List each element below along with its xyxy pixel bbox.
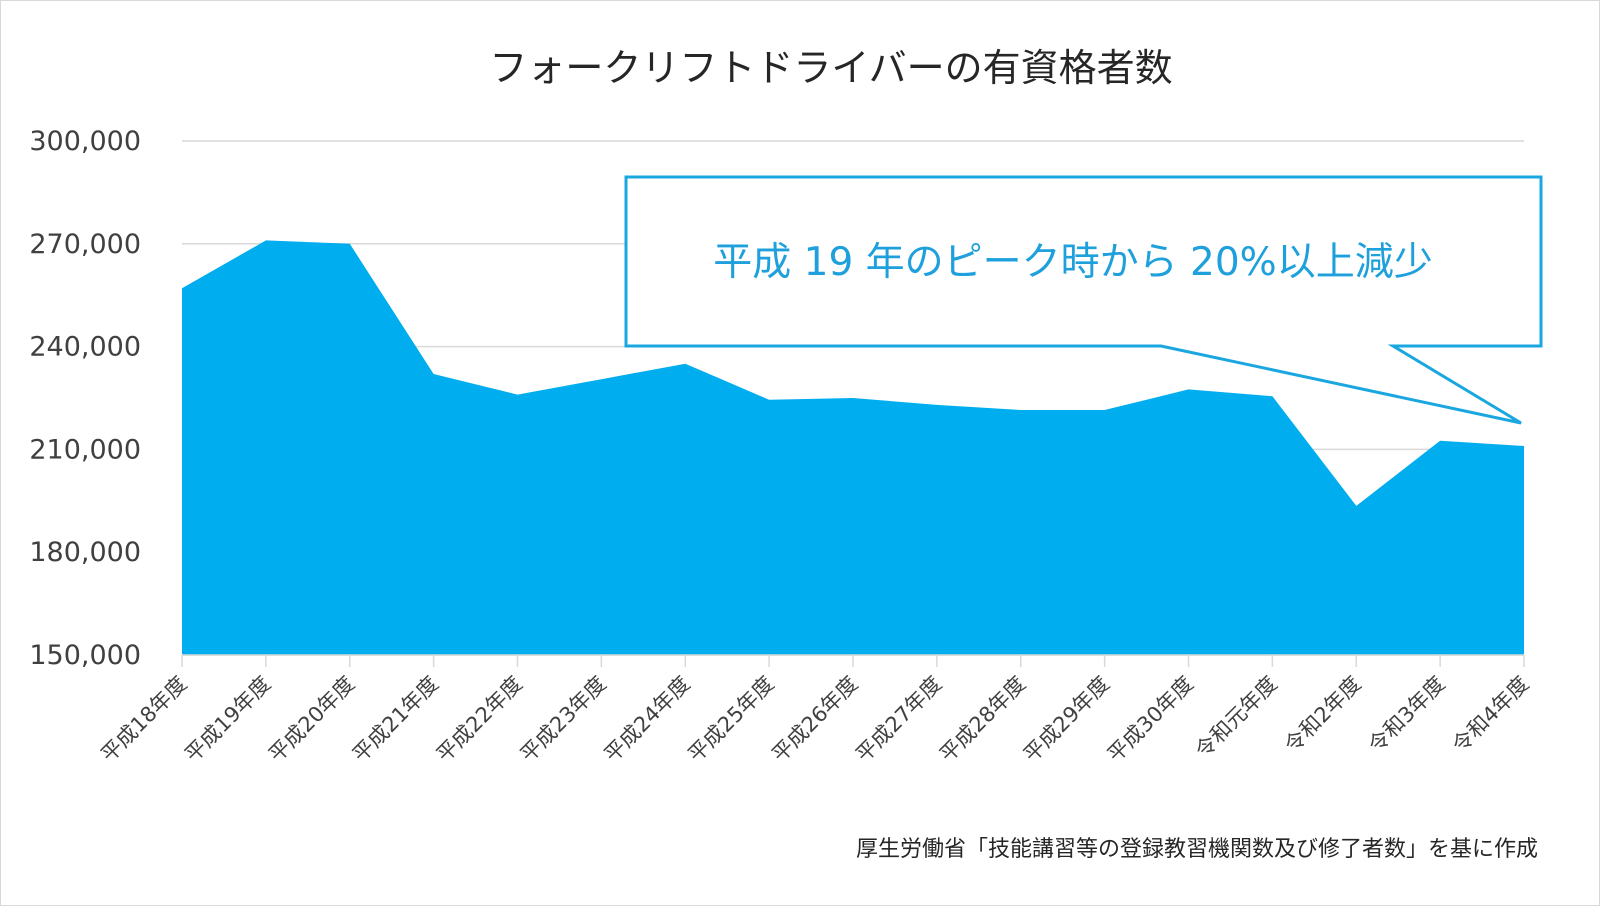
x-tick-label: 平成29年度 [1019, 672, 1114, 767]
x-tick-label: 平成26年度 [767, 672, 862, 767]
x-tick-label: 令和元年度 [1191, 672, 1282, 763]
y-tick-label: 300,000 [29, 126, 141, 157]
y-tick-label: 270,000 [29, 229, 141, 260]
x-tick-label: 平成18年度 [96, 672, 191, 767]
x-tick-label: 平成30年度 [1103, 672, 1198, 767]
x-tick-label: 令和2年度 [1280, 672, 1366, 758]
y-tick-label: 150,000 [29, 640, 141, 671]
source-note: 厚生労働省「技能講習等の登録教習機関数及び修了者数」を基に作成 [856, 837, 1538, 862]
y-tick-label: 240,000 [29, 332, 141, 363]
y-axis-ticks: 150,000 180,000 210,000 240,000 270,000 300,0… [29, 126, 141, 671]
x-tick-label: 令和3年度 [1364, 672, 1450, 758]
x-tick-label: 平成25年度 [683, 672, 778, 767]
x-tick-label: 平成28年度 [935, 672, 1030, 767]
x-tick-label: 平成20年度 [264, 672, 359, 767]
x-tick-label: 平成27年度 [851, 672, 946, 767]
x-tick-label: 令和4年度 [1448, 672, 1534, 758]
x-tick-label: 平成22年度 [432, 672, 527, 767]
callout-box [626, 177, 1541, 423]
callout: 平成 19 年のピーク時から 20%以上減少 [626, 177, 1541, 423]
y-tick-label: 180,000 [29, 537, 141, 568]
y-tick-label: 210,000 [29, 434, 141, 465]
x-tick-label: 平成21年度 [348, 672, 443, 767]
x-tick-label: 平成24年度 [600, 672, 695, 767]
x-tick-label: 平成19年度 [180, 672, 275, 767]
x-axis-ticks: 平成18年度平成19年度平成20年度平成21年度平成22年度平成23年度平成24… [96, 655, 1533, 767]
x-tick-label: 平成23年度 [516, 672, 611, 767]
callout-text: 平成 19 年のピーク時から 20%以上減少 [713, 240, 1433, 285]
chart-title: フォークリフトドライバーの有資格者数 [489, 46, 1172, 90]
